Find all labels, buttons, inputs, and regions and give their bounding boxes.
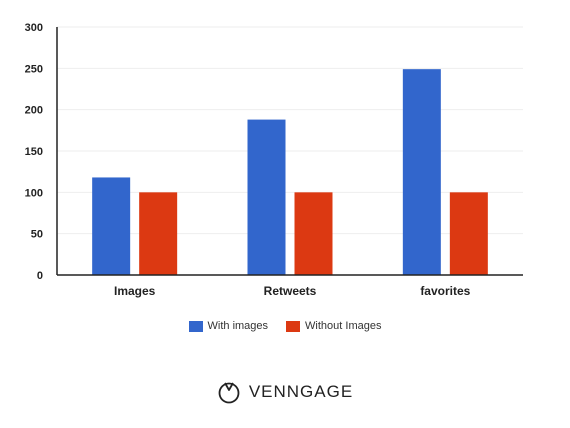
- y-tick-label: 0: [37, 270, 43, 282]
- venngage-logo-icon: [218, 382, 240, 404]
- x-category-label: Images: [114, 284, 156, 298]
- bar: [402, 69, 441, 275]
- legend-item-with-images: With images: [188, 320, 269, 332]
- bar: [294, 192, 333, 275]
- y-tick-label: 200: [25, 105, 43, 117]
- legend: With images Without Images: [0, 320, 570, 332]
- legend-label-without-images: Without Images: [305, 320, 382, 332]
- y-tick-label: 100: [25, 187, 43, 199]
- legend-swatch-without-images: [286, 320, 301, 332]
- brand: VENNGAGE: [0, 380, 570, 404]
- y-tick-label: 150: [25, 146, 43, 158]
- bar: [139, 192, 178, 275]
- y-tick-label: 250: [25, 63, 43, 75]
- bar: [449, 192, 488, 275]
- legend-label-with-images: With images: [207, 320, 269, 332]
- legend-swatch-with-images: [188, 320, 203, 332]
- x-category-label: Retweets: [264, 284, 317, 298]
- brand-name: VENNGAGE: [248, 382, 354, 401]
- bar: [92, 177, 131, 275]
- y-tick-label: 300: [25, 22, 43, 34]
- bar-chart: 0 50 100 150 200 250 300 Images Retweets favorite…: [25, 22, 523, 298]
- bar: [247, 119, 286, 275]
- y-tick-label: 50: [31, 229, 43, 241]
- x-category-label: favorites: [420, 284, 470, 298]
- legend-item-without-images: Without Images: [286, 320, 381, 332]
